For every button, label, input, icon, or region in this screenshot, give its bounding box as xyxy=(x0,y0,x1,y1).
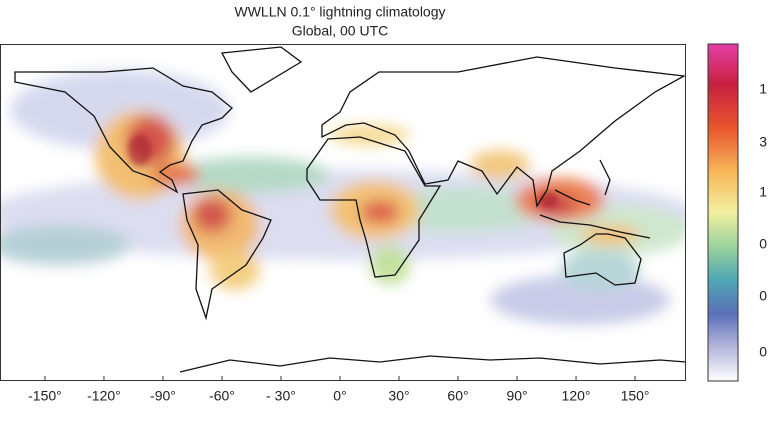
x-tick-label: 30° xyxy=(388,388,409,404)
map-title: WWLLN 0.1° lightning climatology xyxy=(234,4,445,20)
map-subtitle: Global, 00 UTC xyxy=(292,23,388,39)
colorbar-label: 1 xyxy=(759,184,767,200)
coastlines xyxy=(14,46,686,373)
colorbar-label: 0 xyxy=(759,236,767,252)
x-tick-label: 90° xyxy=(506,388,527,404)
colorbar-label: 0 xyxy=(759,288,767,304)
colorbar-label: 1 xyxy=(759,81,767,97)
x-tick-label: -60° xyxy=(209,388,235,404)
colorbar xyxy=(707,43,739,382)
map-plot xyxy=(0,44,686,381)
colorbar-labels: 1 3 1 0 0 0 xyxy=(759,81,767,360)
colorbar-label: 3 xyxy=(759,134,767,150)
x-tick-label: -90° xyxy=(150,388,176,404)
x-tick-label: -120° xyxy=(87,388,121,404)
x-tick-label: 60° xyxy=(447,388,468,404)
x-tick-label: 0° xyxy=(333,388,346,404)
x-tick-label: - 30° xyxy=(266,388,296,404)
x-tick-label: -150° xyxy=(28,388,62,404)
colorbar-label: 0 xyxy=(759,344,767,360)
x-tick-label: 120° xyxy=(562,388,591,404)
x-axis: -150° -120° -90° -60° - 30° 0° 30° 60° 90° 120° 15… xyxy=(28,376,650,404)
x-tick-label: 150° xyxy=(621,388,650,404)
